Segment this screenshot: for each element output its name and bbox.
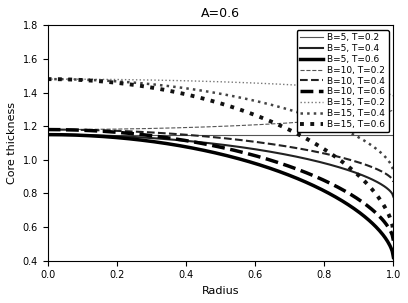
- Line: B=10, T=0.2: B=10, T=0.2: [48, 109, 393, 130]
- B=5, T=0.4: [391, 195, 396, 199]
- B=15, T=0.2: [250, 81, 255, 85]
- B=10, T=0.2: [251, 123, 256, 127]
- B=10, T=0.6: [45, 128, 50, 132]
- B=15, T=0.2: [46, 77, 51, 81]
- B=10, T=0.2: [250, 123, 255, 127]
- B=5, T=0.6: [46, 133, 51, 136]
- B=15, T=0.4: [250, 98, 255, 102]
- B=10, T=0.6: [251, 153, 256, 157]
- Line: B=15, T=0.6: B=15, T=0.6: [48, 79, 393, 232]
- B=10, T=0.2: [391, 108, 396, 111]
- X-axis label: Radius: Radius: [202, 286, 239, 296]
- B=5, T=0.6: [250, 161, 255, 165]
- B=5, T=0.4: [251, 147, 256, 151]
- B=10, T=0.2: [257, 123, 262, 126]
- B=10, T=0.6: [46, 128, 51, 132]
- B=5, T=0.2: [359, 133, 364, 136]
- B=5, T=0.4: [337, 165, 341, 169]
- B=10, T=0.6: [391, 239, 396, 242]
- B=15, T=0.6: [337, 158, 341, 161]
- B=5, T=0.2: [45, 133, 50, 136]
- B=15, T=0.4: [359, 137, 364, 141]
- B=5, T=0.2: [251, 133, 256, 136]
- B=15, T=0.2: [251, 81, 256, 85]
- B=5, T=0.2: [391, 133, 396, 136]
- Line: B=5, T=0.6: B=5, T=0.6: [48, 135, 393, 258]
- B=5, T=0.2: [337, 133, 341, 136]
- B=15, T=0.4: [45, 77, 50, 81]
- B=5, T=0.4: [250, 147, 255, 151]
- B=10, T=0.6: [337, 186, 341, 190]
- B=15, T=0.6: [359, 176, 364, 180]
- B=15, T=0.6: [45, 77, 50, 81]
- B=15, T=0.4: [391, 170, 396, 173]
- B=10, T=0.4: [250, 140, 255, 143]
- B=15, T=0.6: [391, 230, 396, 234]
- B=10, T=0.2: [45, 128, 50, 132]
- B=5, T=0.4: [359, 173, 364, 177]
- Y-axis label: Core thickness: Core thickness: [7, 102, 17, 184]
- B=5, T=0.4: [45, 133, 50, 136]
- B=15, T=0.4: [46, 77, 51, 81]
- B=5, T=0.6: [391, 256, 396, 259]
- B=5, T=0.6: [359, 212, 364, 215]
- B=5, T=0.4: [257, 148, 262, 152]
- Line: B=10, T=0.4: B=10, T=0.4: [48, 130, 393, 182]
- B=10, T=0.4: [257, 141, 262, 144]
- B=15, T=0.2: [257, 82, 262, 85]
- B=10, T=0.4: [337, 155, 341, 159]
- B=15, T=0.6: [251, 113, 256, 116]
- B=15, T=0.6: [257, 115, 262, 118]
- B=5, T=0.2: [250, 133, 255, 136]
- B=15, T=0.4: [257, 100, 262, 104]
- B=5, T=0.6: [251, 161, 256, 165]
- B=5, T=0.6: [45, 133, 50, 136]
- B=5, T=0.6: [257, 163, 262, 167]
- B=5, T=0.2: [46, 133, 51, 136]
- Line: B=5, T=0.4: B=5, T=0.4: [48, 135, 393, 197]
- B=10, T=0.6: [257, 155, 262, 159]
- B=10, T=0.2: [337, 117, 341, 121]
- B=10, T=0.4: [45, 128, 50, 132]
- Line: B=15, T=0.4: B=15, T=0.4: [48, 79, 393, 171]
- B=15, T=0.2: [337, 86, 341, 90]
- B=10, T=0.2: [46, 128, 51, 132]
- B=15, T=0.4: [337, 126, 341, 129]
- B=10, T=0.6: [359, 199, 364, 203]
- B=10, T=0.2: [359, 115, 364, 118]
- Line: B=10, T=0.6: B=10, T=0.6: [48, 130, 393, 241]
- B=15, T=0.2: [45, 77, 50, 81]
- B=5, T=0.2: [257, 133, 262, 136]
- B=10, T=0.4: [46, 128, 51, 132]
- Legend: B=5, T=0.2, B=5, T=0.4, B=5, T=0.6, B=10, T=0.2, B=10, T=0.4, B=10, T=0.6, B=15,: B=5, T=0.2, B=5, T=0.4, B=5, T=0.6, B=10…: [297, 30, 389, 132]
- Title: A=0.6: A=0.6: [201, 7, 240, 20]
- B=15, T=0.6: [46, 77, 51, 81]
- B=15, T=0.2: [359, 88, 364, 92]
- B=10, T=0.4: [359, 161, 364, 165]
- B=15, T=0.2: [391, 94, 396, 98]
- B=10, T=0.4: [251, 140, 256, 143]
- B=10, T=0.6: [250, 153, 255, 157]
- B=15, T=0.6: [250, 112, 255, 116]
- B=5, T=0.4: [46, 133, 51, 136]
- B=5, T=0.6: [337, 197, 341, 201]
- B=10, T=0.4: [391, 180, 396, 184]
- Line: B=15, T=0.2: B=15, T=0.2: [48, 79, 393, 96]
- B=15, T=0.4: [251, 99, 256, 102]
